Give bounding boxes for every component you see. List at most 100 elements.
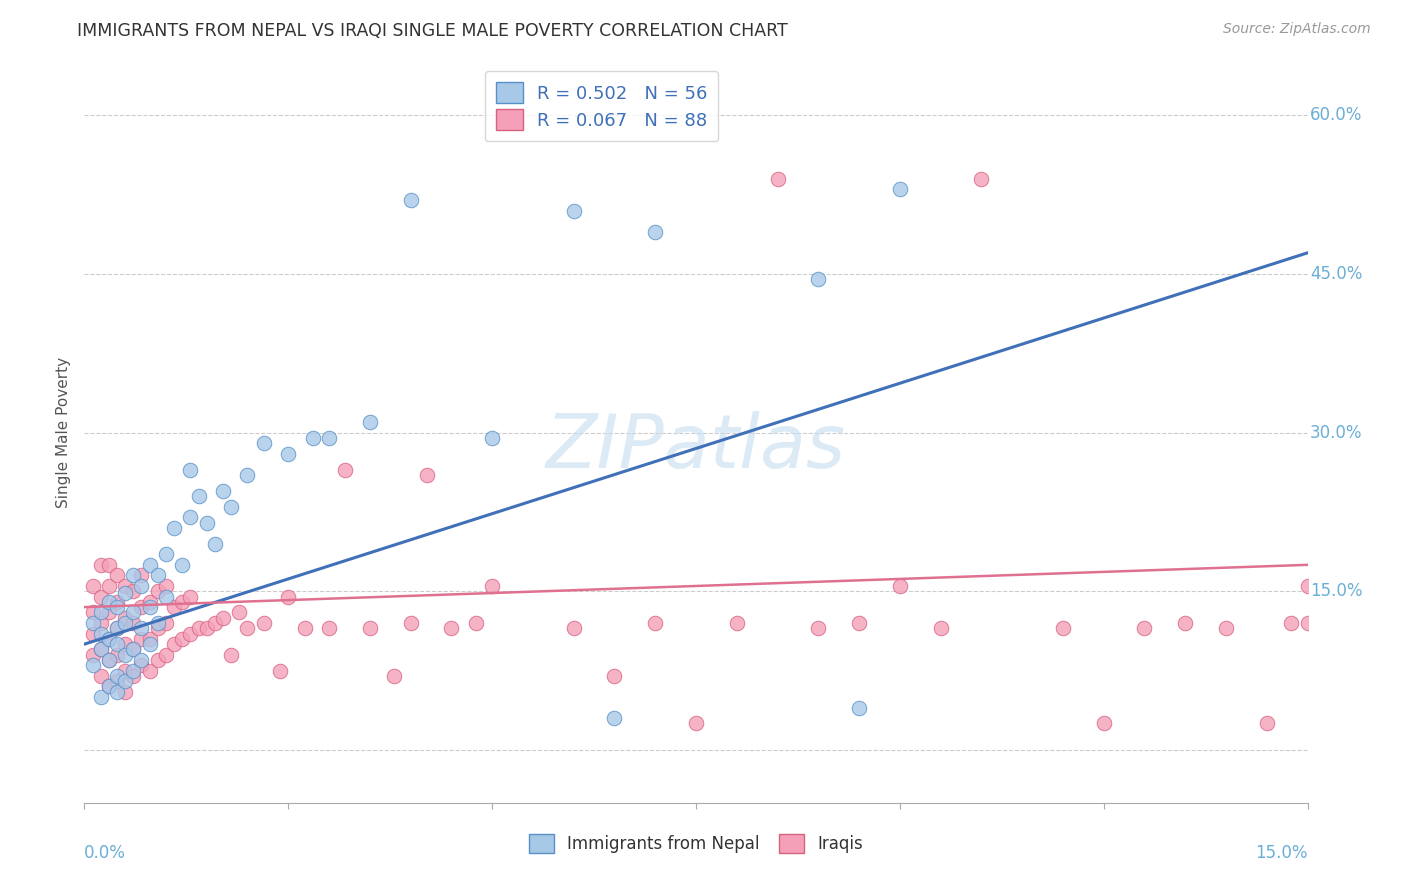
Point (97, 606, 120, 620)
Point (172, 558, 194, 572)
Point (90, 642, 112, 657)
Point (82, 606, 104, 620)
Point (685, 716, 707, 731)
Point (219, 500, 242, 514)
Point (114, 664, 136, 678)
Point (90, 606, 112, 620)
Point (105, 600, 128, 615)
Point (90, 669, 112, 683)
Point (277, 447, 299, 461)
Point (138, 637, 160, 651)
Point (195, 516, 218, 530)
Point (562, 203, 585, 218)
Text: 0.0%: 0.0% (84, 844, 127, 862)
Point (163, 637, 186, 651)
Point (294, 621, 316, 635)
Point (146, 568, 169, 582)
Point (228, 606, 250, 620)
Point (90, 626, 112, 640)
Point (122, 568, 145, 582)
Point (97, 579, 120, 593)
Point (146, 584, 169, 599)
Point (90, 558, 112, 572)
Point (131, 568, 153, 582)
Point (114, 674, 136, 689)
Point (131, 579, 153, 593)
Point (399, 193, 422, 207)
Point (481, 431, 503, 445)
Point (359, 621, 381, 635)
Point (212, 611, 235, 625)
Point (172, 595, 194, 609)
Point (122, 642, 145, 657)
Point (138, 600, 160, 615)
Point (97, 632, 120, 646)
Point (105, 568, 128, 582)
Point (644, 225, 666, 239)
Point (179, 590, 201, 604)
Point (1133, 621, 1156, 635)
Point (236, 621, 259, 635)
Point (97, 680, 120, 694)
Point (105, 648, 128, 662)
Point (122, 615, 145, 630)
Point (219, 648, 242, 662)
Point (105, 669, 128, 683)
Point (146, 615, 169, 630)
Point (889, 579, 911, 593)
Point (204, 615, 226, 630)
Point (187, 621, 209, 635)
Point (644, 615, 666, 630)
Point (179, 626, 201, 640)
Point (766, 171, 789, 186)
Text: IMMIGRANTS FROM NEPAL VS IRAQI SINGLE MALE POVERTY CORRELATION CHART: IMMIGRANTS FROM NEPAL VS IRAQI SINGLE MA… (77, 22, 789, 40)
Point (114, 611, 136, 625)
Text: 45.0%: 45.0% (1310, 265, 1362, 283)
Point (1296, 615, 1319, 630)
Point (399, 615, 422, 630)
Point (1296, 579, 1319, 593)
Point (105, 621, 128, 635)
Point (122, 669, 145, 683)
Point (90, 615, 112, 630)
Point (122, 642, 145, 657)
Text: 30.0%: 30.0% (1310, 424, 1362, 442)
Point (105, 595, 128, 609)
Point (105, 621, 128, 635)
Point (603, 669, 626, 683)
Point (114, 637, 136, 651)
Legend: Immigrants from Nepal, Iraqis: Immigrants from Nepal, Iraqis (520, 825, 872, 861)
Point (318, 431, 340, 445)
Point (277, 590, 299, 604)
Point (889, 182, 911, 196)
Point (138, 595, 160, 609)
Point (155, 590, 177, 604)
Point (440, 621, 463, 635)
Point (105, 674, 128, 689)
Point (90, 590, 112, 604)
Text: Source: ZipAtlas.com: Source: ZipAtlas.com (1223, 22, 1371, 37)
Point (603, 711, 626, 725)
Point (82, 658, 104, 673)
Point (970, 171, 993, 186)
Point (1174, 615, 1197, 630)
Point (1052, 621, 1074, 635)
Point (359, 415, 381, 429)
Point (138, 632, 160, 646)
Point (481, 579, 503, 593)
Point (562, 621, 585, 635)
Point (301, 431, 323, 445)
Point (131, 600, 153, 615)
Point (82, 626, 104, 640)
Y-axis label: Single Male Poverty: Single Male Poverty (56, 357, 72, 508)
Point (195, 621, 218, 635)
Point (204, 537, 226, 551)
Point (97, 680, 120, 694)
Point (416, 467, 439, 482)
Point (807, 272, 830, 286)
Point (172, 632, 194, 646)
Point (1092, 716, 1115, 731)
Point (82, 579, 104, 593)
Point (807, 621, 830, 635)
Point (236, 467, 259, 482)
